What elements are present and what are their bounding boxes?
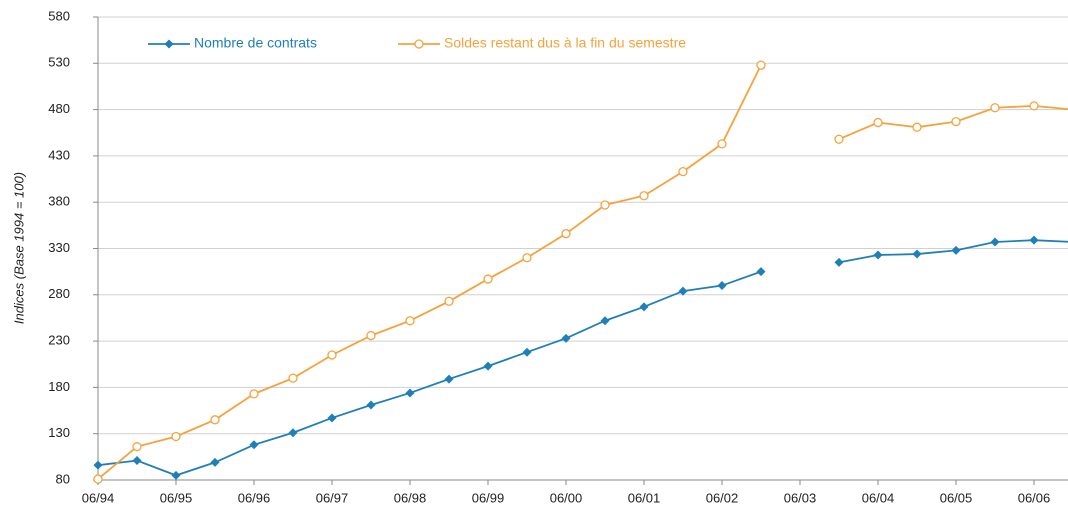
marker xyxy=(132,456,142,466)
x-tick-label: 06/94 xyxy=(82,490,115,505)
marker xyxy=(444,296,454,306)
marker xyxy=(912,249,922,259)
marker xyxy=(600,316,610,326)
marker xyxy=(327,350,337,360)
marker xyxy=(366,400,376,410)
marker xyxy=(834,134,844,144)
marker xyxy=(600,200,610,210)
marker xyxy=(405,388,415,398)
marker xyxy=(756,267,766,277)
legend-marker xyxy=(414,39,424,49)
marker xyxy=(561,229,571,239)
y-tick-label: 280 xyxy=(48,286,70,301)
marker xyxy=(873,250,883,260)
marker xyxy=(288,428,298,438)
marker xyxy=(951,245,961,255)
marker xyxy=(171,470,181,480)
plot-area xyxy=(93,60,1068,484)
marker xyxy=(132,442,142,452)
x-tick-label: 06/03 xyxy=(784,490,817,505)
marker xyxy=(990,237,1000,247)
x-tick-label: 06/00 xyxy=(550,490,583,505)
marker xyxy=(366,330,376,341)
marker xyxy=(249,440,259,450)
marker xyxy=(249,389,259,399)
marker xyxy=(912,122,922,132)
x-tick-label: 06/98 xyxy=(394,490,427,505)
legend-label: Soldes restant dus à la fin du semestre xyxy=(444,35,686,51)
y-tick-label: 330 xyxy=(48,240,70,255)
y-tick-label: 480 xyxy=(48,101,70,116)
marker xyxy=(210,415,220,425)
marker xyxy=(990,103,1000,113)
marker xyxy=(93,474,103,484)
y-tick-label: 130 xyxy=(48,425,70,440)
y-tick-label: 530 xyxy=(48,55,70,70)
x-tick-label: 06/95 xyxy=(160,490,193,505)
marker xyxy=(639,191,649,201)
x-tick-label: 06/97 xyxy=(316,490,349,505)
x-tick-label: 06/02 xyxy=(706,490,739,505)
marker xyxy=(522,253,532,263)
y-axis-label: Indices (Base 1994 = 100) xyxy=(11,172,26,324)
x-tick-label: 06/01 xyxy=(628,490,661,505)
marker xyxy=(678,286,688,296)
y-tick-label: 80 xyxy=(56,471,70,486)
marker xyxy=(873,117,883,128)
marker xyxy=(288,373,298,383)
legend-label: Nombre de contrats xyxy=(194,35,317,51)
y-tick-label: 380 xyxy=(48,194,70,209)
y-tick-label: 580 xyxy=(48,8,70,23)
marker xyxy=(483,361,493,371)
marker xyxy=(678,166,688,177)
series-line xyxy=(97,64,1068,480)
marker xyxy=(522,347,532,357)
x-tick-label: 06/06 xyxy=(1018,490,1051,505)
x-tick-label: 06/05 xyxy=(940,490,973,505)
y-tick-label: 230 xyxy=(48,333,70,348)
x-tick-label: 06/96 xyxy=(238,490,271,505)
legend-marker xyxy=(164,39,174,49)
marker xyxy=(210,457,220,467)
x-tick-label: 06/04 xyxy=(862,490,895,505)
marker xyxy=(834,257,844,267)
marker xyxy=(717,281,727,291)
marker xyxy=(171,431,181,442)
marker xyxy=(327,413,337,423)
marker xyxy=(951,116,961,127)
marker xyxy=(483,274,493,284)
marker xyxy=(1029,101,1039,111)
marker xyxy=(405,316,415,326)
y-tick-label: 430 xyxy=(48,147,70,162)
y-tick-label: 180 xyxy=(48,379,70,394)
marker xyxy=(93,460,103,470)
marker xyxy=(444,374,454,384)
series-line xyxy=(97,239,1068,477)
marker xyxy=(1029,235,1039,245)
marker xyxy=(717,139,727,149)
x-tick-label: 06/99 xyxy=(472,490,505,505)
marker xyxy=(756,60,766,70)
marker xyxy=(561,333,571,343)
marker xyxy=(639,302,649,312)
